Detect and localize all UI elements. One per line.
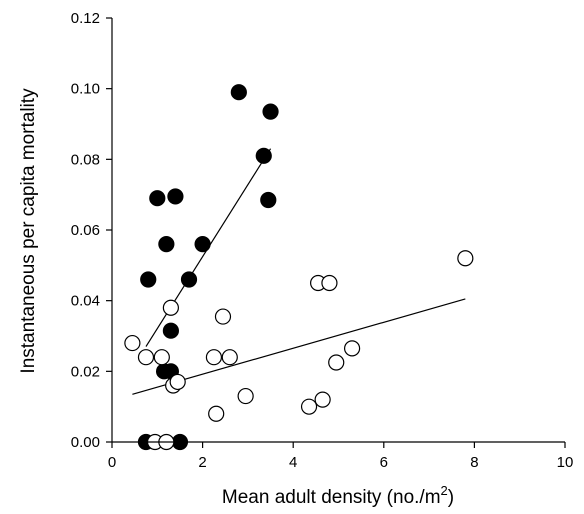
open-point [137,349,155,366]
y-tick-label: 0.02 [71,363,100,380]
x-tick-label: 10 [557,454,574,471]
open-point [208,405,225,422]
x-axis-title: Mean adult density (no./m2) [222,483,454,508]
open-point [300,398,318,415]
filled-point [167,188,184,205]
y-tick-label: 0.10 [71,81,100,98]
filled-point [260,191,277,209]
filled-point [158,236,175,253]
filled-point [162,322,179,339]
filled-point [140,271,157,288]
y-tick-label: 0.08 [71,151,100,168]
open-point [328,354,345,371]
plot-area [124,84,474,451]
x-tick-label: 8 [470,454,478,471]
open-point [124,334,141,352]
x-tick-label: 2 [198,454,206,471]
open-point [221,349,238,366]
filled-point [230,84,247,101]
x-tick-label: 0 [108,454,116,471]
open-point [343,340,361,357]
x-axis-title-superscript: 2 [441,483,448,498]
x-tick-label: 4 [289,454,297,471]
open-point [214,308,232,325]
y-axis-title: Instantaneous per capita mortality [18,88,39,374]
open-point [321,274,338,292]
x-axis-title-suffix: ) [448,487,454,508]
filled-point [262,103,279,120]
y-tick-label: 0.12 [71,10,100,27]
y-tick-label: 0.00 [71,434,100,451]
open-point [153,349,170,366]
filled-point [149,190,166,207]
filled-point [180,271,198,288]
y-tick-label: 0.06 [71,222,100,239]
x-tick-label: 6 [380,454,388,471]
open-point [237,387,254,405]
axes: 0 2 4 6 8 10 0.00 0.02 0.04 0.06 0.08 0.10 0.12 [71,10,574,471]
open-point [162,299,179,316]
filled-point [194,236,211,253]
open-point [314,391,331,408]
y-tick-label: 0.04 [71,293,100,310]
open-point [169,373,186,391]
open-point [457,250,474,267]
x-axis-title-text: Mean adult density (no./m [222,487,441,508]
open-point [205,349,223,366]
filled-point [255,147,272,164]
regression-line [132,298,466,395]
